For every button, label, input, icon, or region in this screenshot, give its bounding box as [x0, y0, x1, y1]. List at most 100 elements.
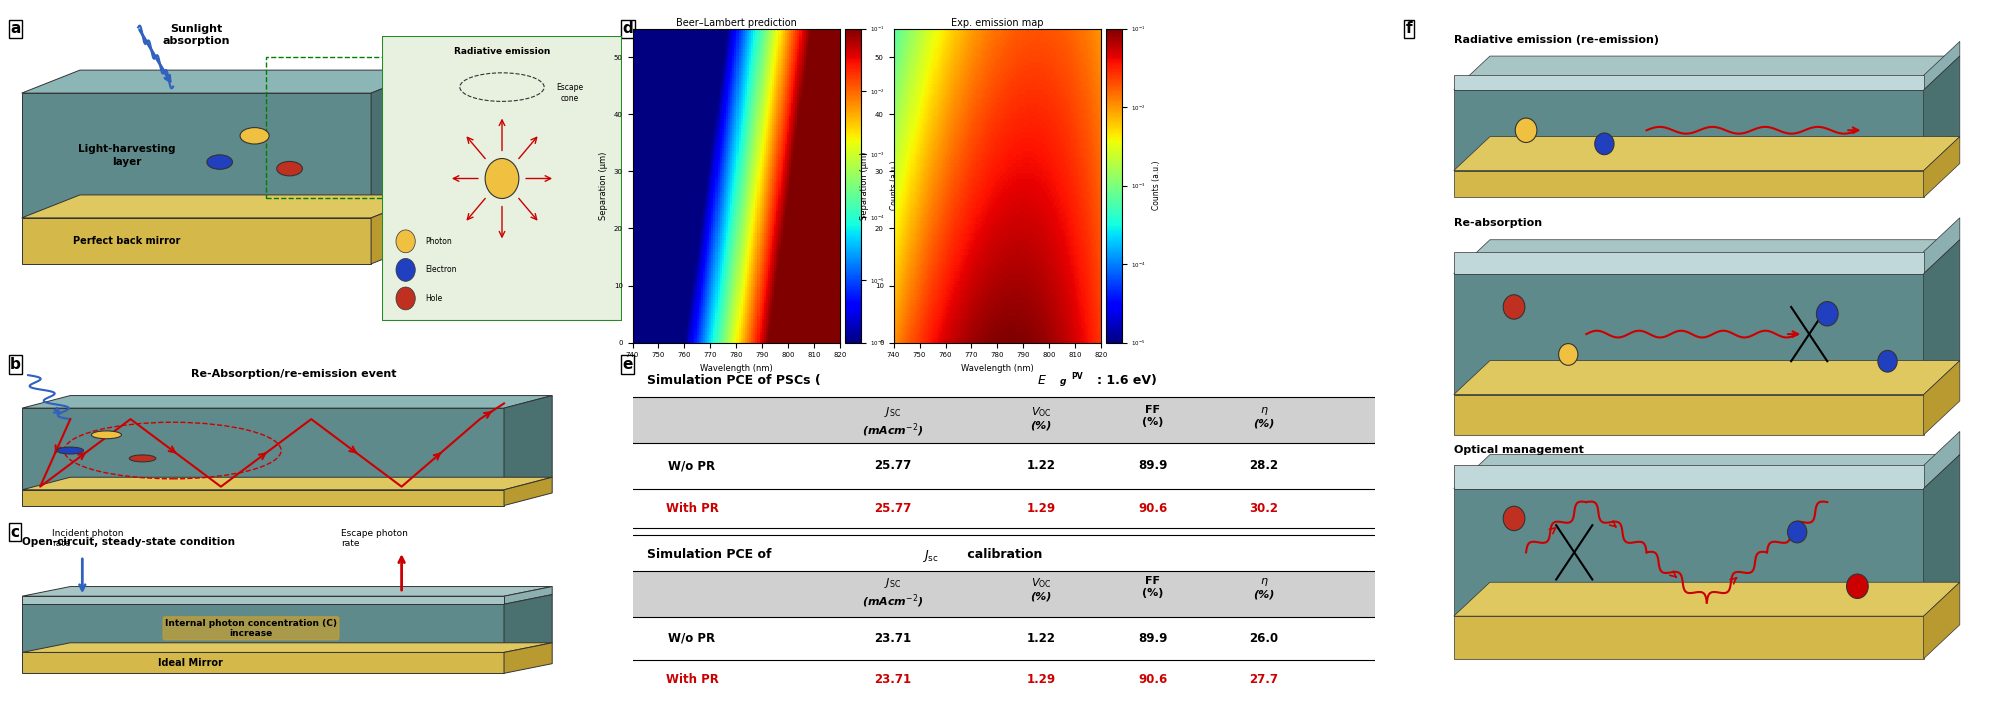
Circle shape	[1503, 506, 1523, 531]
Text: c: c	[10, 525, 18, 540]
Polygon shape	[22, 604, 504, 653]
Text: FF
(%): FF (%)	[1142, 406, 1162, 427]
Polygon shape	[22, 408, 504, 490]
Polygon shape	[1923, 431, 1959, 488]
Text: Light-harvesting
layer: Light-harvesting layer	[78, 144, 175, 166]
Title: Beer–Lambert prediction: Beer–Lambert prediction	[676, 18, 797, 28]
Text: calibration: calibration	[963, 548, 1042, 561]
Text: Radiative emission: Radiative emission	[454, 47, 550, 56]
Polygon shape	[1453, 240, 1959, 273]
Text: $\eta$
(%): $\eta$ (%)	[1252, 576, 1274, 600]
Text: Perfect back mirror: Perfect back mirror	[72, 236, 181, 246]
Text: : 1.6 eV): : 1.6 eV)	[1096, 374, 1156, 387]
Text: 27.7: 27.7	[1248, 673, 1278, 686]
Polygon shape	[1923, 218, 1959, 273]
Text: 30.2: 30.2	[1248, 502, 1278, 516]
Polygon shape	[1453, 56, 1959, 90]
Text: Simulation PCE of PSCs (: Simulation PCE of PSCs (	[646, 374, 821, 387]
Text: e: e	[622, 357, 632, 372]
Circle shape	[1515, 118, 1535, 143]
Text: $J_{\mathrm{sc}}$: $J_{\mathrm{sc}}$	[921, 548, 939, 564]
Polygon shape	[1453, 251, 1923, 273]
Text: 90.6: 90.6	[1138, 673, 1166, 686]
Text: Escape
cone: Escape cone	[556, 83, 582, 103]
Text: Simulation PCE of: Simulation PCE of	[646, 548, 777, 561]
Text: $\eta$
(%): $\eta$ (%)	[1252, 406, 1274, 429]
Polygon shape	[504, 396, 552, 490]
Text: Re-Absorption/re-emission event: Re-Absorption/re-emission event	[191, 369, 395, 379]
Text: Incident photon
rate: Incident photon rate	[52, 528, 124, 548]
Text: $J_{\mathrm{SC}}$
(mAcm$^{-2}$): $J_{\mathrm{SC}}$ (mAcm$^{-2}$)	[861, 576, 923, 610]
Circle shape	[395, 230, 415, 253]
Polygon shape	[22, 218, 371, 264]
Polygon shape	[22, 195, 429, 218]
Text: Optical management: Optical management	[1453, 445, 1584, 455]
Text: Open-circuit, steady-state condition: Open-circuit, steady-state condition	[22, 537, 235, 547]
Polygon shape	[1453, 488, 1923, 616]
Text: 1.22: 1.22	[1026, 632, 1056, 645]
Polygon shape	[1453, 616, 1923, 658]
Polygon shape	[22, 643, 552, 653]
Circle shape	[1846, 574, 1867, 598]
Text: Internal photon concentration (C)
increase: Internal photon concentration (C) increa…	[165, 618, 337, 638]
Text: a: a	[10, 21, 20, 36]
Text: Photon: Photon	[425, 237, 452, 246]
Polygon shape	[632, 397, 1375, 443]
Circle shape	[207, 155, 233, 169]
Circle shape	[486, 159, 518, 198]
Circle shape	[1816, 301, 1836, 326]
Text: $J_{\mathrm{SC}}$
(mAcm$^{-2}$): $J_{\mathrm{SC}}$ (mAcm$^{-2}$)	[861, 406, 923, 439]
Polygon shape	[22, 93, 371, 218]
X-axis label: Wavelength (nm): Wavelength (nm)	[700, 364, 773, 373]
Text: Re-absorption: Re-absorption	[1453, 218, 1541, 228]
Text: 25.77: 25.77	[873, 502, 911, 516]
Polygon shape	[1453, 582, 1959, 616]
Text: 89.9: 89.9	[1138, 459, 1166, 473]
Circle shape	[1557, 343, 1578, 366]
Polygon shape	[1923, 455, 1959, 616]
Text: 1.29: 1.29	[1026, 673, 1056, 686]
Text: 90.6: 90.6	[1138, 502, 1166, 516]
Polygon shape	[1453, 136, 1959, 171]
Circle shape	[56, 447, 84, 454]
Circle shape	[241, 128, 269, 144]
Polygon shape	[1923, 56, 1959, 171]
Y-axis label: Counts (a.u.): Counts (a.u.)	[1150, 161, 1160, 211]
Polygon shape	[1923, 582, 1959, 658]
Text: W/o PR: W/o PR	[668, 632, 714, 645]
Polygon shape	[1453, 395, 1923, 435]
Y-axis label: Counts (a.u.): Counts (a.u.)	[889, 161, 899, 211]
Polygon shape	[1453, 361, 1959, 395]
Polygon shape	[1923, 361, 1959, 435]
Text: 26.0: 26.0	[1248, 632, 1278, 645]
Circle shape	[128, 455, 157, 462]
Text: 1.29: 1.29	[1026, 502, 1056, 516]
Text: Electron: Electron	[425, 266, 456, 274]
Text: With PR: With PR	[664, 673, 719, 686]
Circle shape	[395, 258, 415, 281]
Text: 25.77: 25.77	[873, 459, 911, 473]
Text: 23.71: 23.71	[873, 632, 911, 645]
Text: Radiative emission (re-emission): Radiative emission (re-emission)	[1453, 34, 1658, 45]
Polygon shape	[1453, 273, 1923, 395]
Text: Escape photon
rate: Escape photon rate	[341, 528, 407, 548]
Text: W/o PR: W/o PR	[668, 459, 714, 473]
Circle shape	[92, 431, 122, 438]
Polygon shape	[504, 643, 552, 673]
Polygon shape	[22, 596, 504, 604]
Circle shape	[1877, 351, 1897, 372]
Text: With PR: With PR	[664, 502, 719, 516]
Title: Exp. emission map: Exp. emission map	[951, 18, 1044, 28]
Polygon shape	[1923, 41, 1959, 90]
Polygon shape	[632, 571, 1375, 617]
Circle shape	[1503, 295, 1523, 319]
Polygon shape	[22, 70, 429, 93]
Polygon shape	[22, 587, 552, 596]
Polygon shape	[22, 477, 552, 490]
Polygon shape	[22, 653, 504, 673]
Text: d: d	[622, 21, 632, 36]
Polygon shape	[22, 490, 504, 506]
Y-axis label: Separation (μm): Separation (μm)	[859, 151, 869, 220]
Polygon shape	[22, 396, 552, 408]
X-axis label: Wavelength (nm): Wavelength (nm)	[961, 364, 1034, 373]
